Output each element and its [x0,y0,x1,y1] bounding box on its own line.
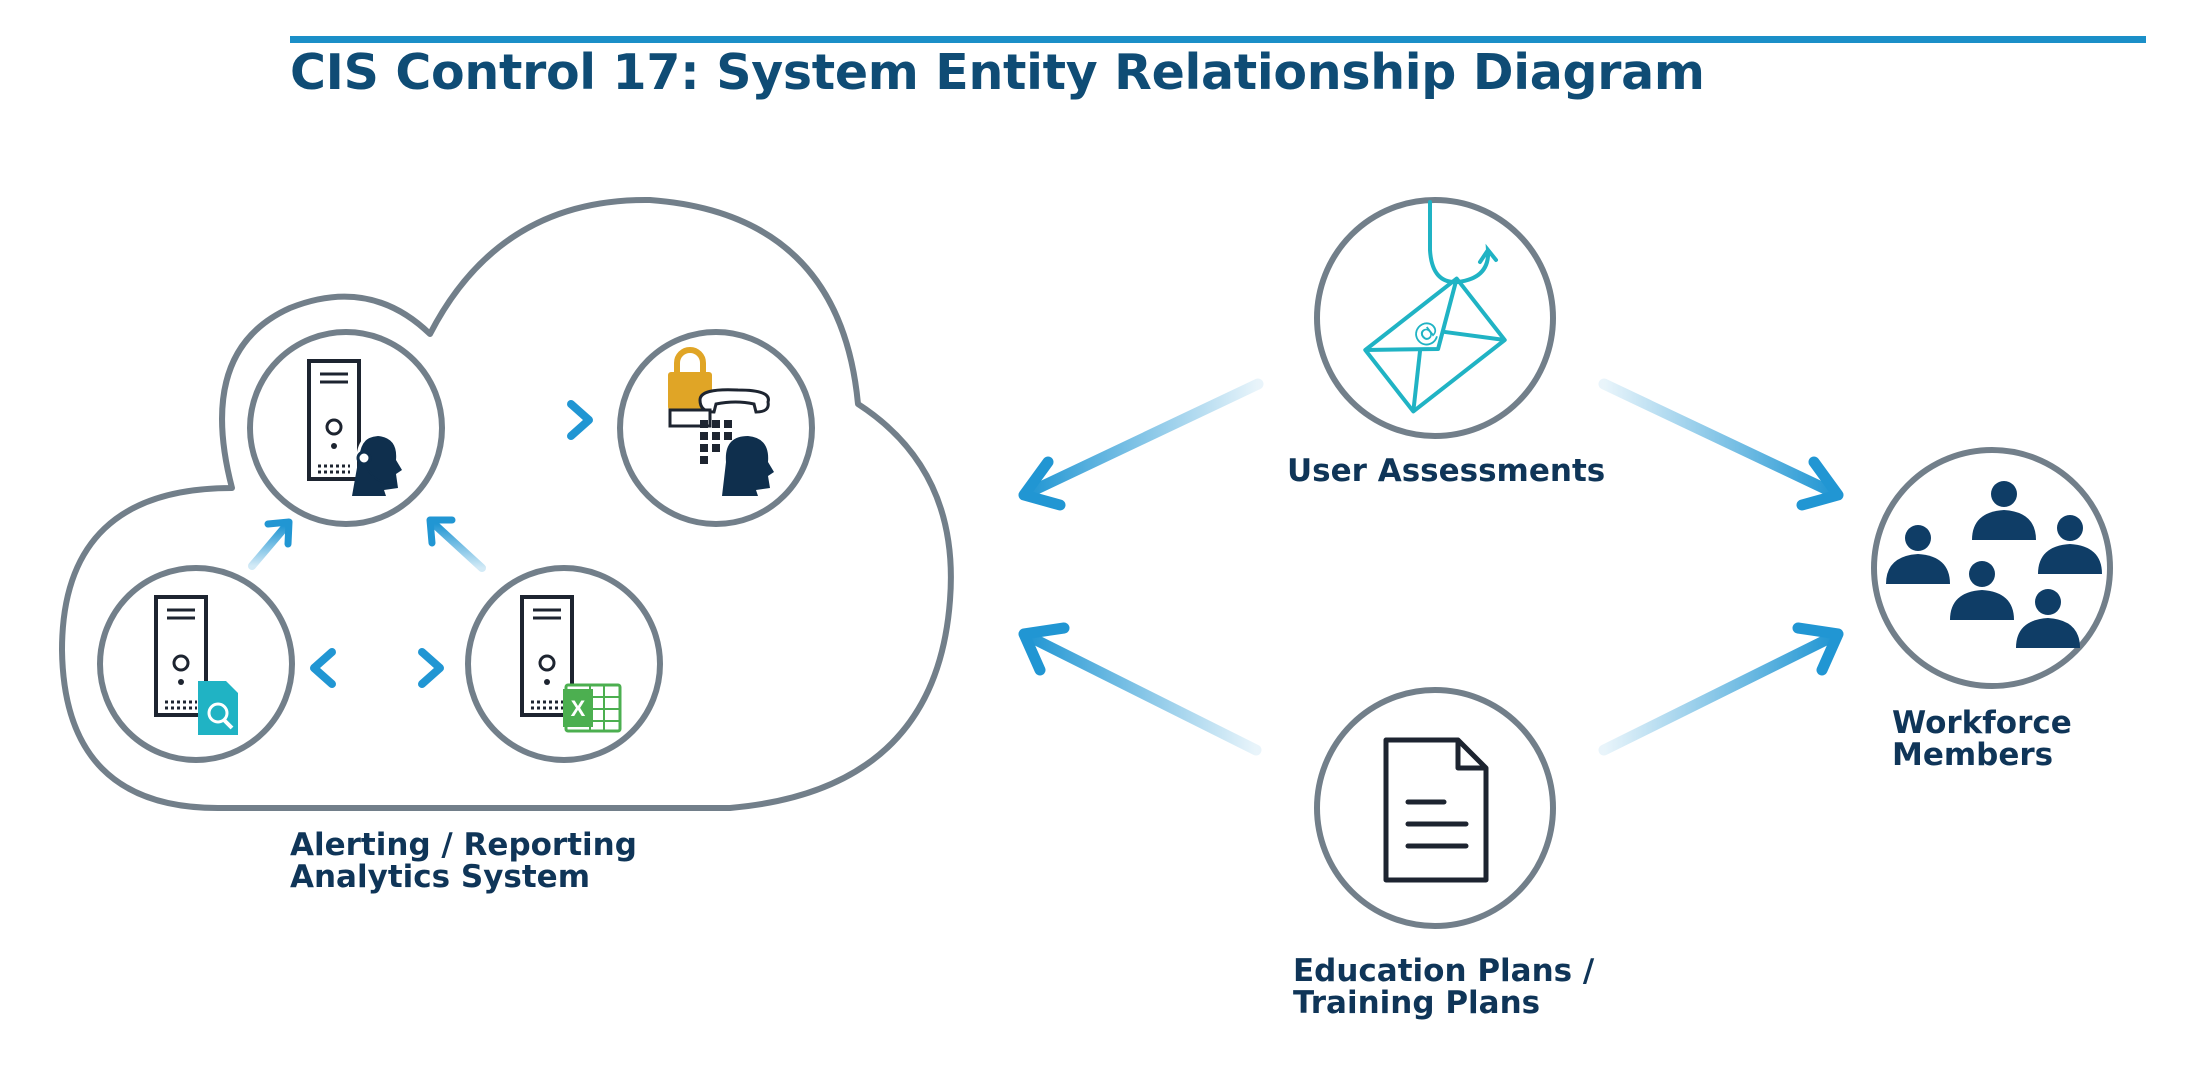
alerting-system-label: Alerting / Reporting Analytics System [290,829,637,893]
arrow-spreadsheet-to-support [426,516,486,572]
arrow-education-to-workforce [1598,622,1844,756]
workforce-members-label: Workforce Members [1892,707,2072,771]
education-plans-label: Education Plans / Training Plans [1293,955,1594,1019]
server-with-spreadsheet-icon: X [520,595,622,733]
arrow-search-spreadsheet-bidirectional [310,648,444,688]
alerting-label-line-1: Alerting / Reporting [290,827,637,863]
page-title: CIS Control 17: System Entity Relationsh… [290,44,1705,101]
arrow-support-to-secure [471,400,593,440]
user-assessments-label-text: User Assessments [1287,453,1606,489]
user-assessments-label: User Assessments [1287,455,1605,487]
document-icon [1383,737,1489,883]
arrow-assessments-to-workforce [1598,378,1844,511]
education-label-line-2: Training Plans [1293,985,1541,1021]
arrow-assessments-to-cloud [1018,378,1264,511]
lock-phone-keypad-agent-icon [668,347,774,496]
education-label-line-1: Education Plans / [1293,953,1595,989]
workforce-label-line-2: Members [1892,737,2054,773]
group-of-people-icon [1886,481,2102,648]
title-rule [290,36,2146,43]
arrow-education-to-cloud [1018,622,1262,756]
phishing-email-hook-icon: @ [1363,200,1507,414]
workforce-label-line-1: Workforce [1892,705,2072,741]
alerting-label-line-2: Analytics System [290,859,591,895]
server-with-search-document-icon [154,595,238,735]
svg-text:X: X [571,696,586,721]
server-with-headset-agent-icon [307,359,402,496]
arrow-search-to-support [248,518,293,570]
